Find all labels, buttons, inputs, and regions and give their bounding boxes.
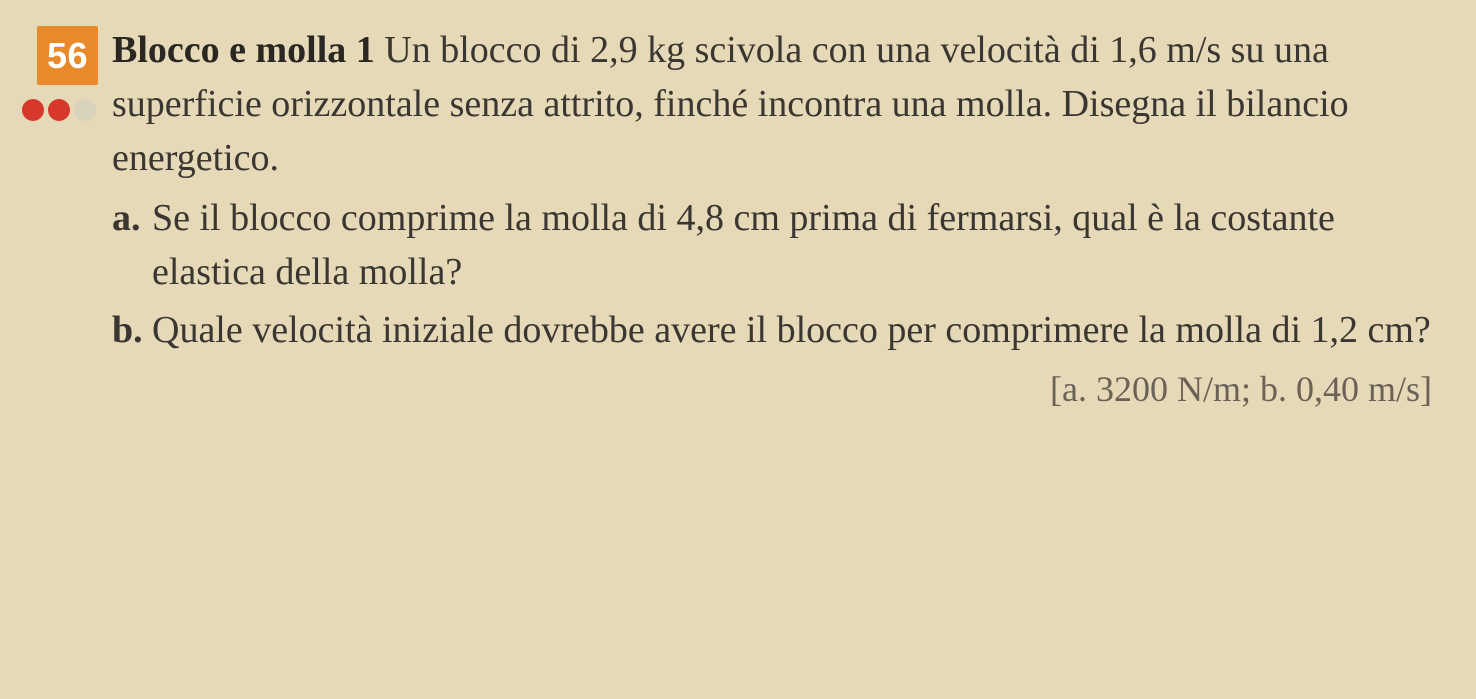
subpart-b-text: Quale velocità iniziale dovrebbe avere i…	[152, 304, 1440, 358]
problem-title: Blocco e molla 1	[112, 29, 375, 71]
subpart-b-letter: b.	[112, 304, 152, 358]
problem-subparts: a. Se il blocco comprime la molla di 4,8…	[0, 192, 1440, 415]
subpart-a-letter: a.	[112, 192, 152, 300]
difficulty-dot-2	[48, 99, 70, 121]
subpart-a-text: Se il blocco comprime la molla di 4,8 cm…	[152, 192, 1440, 300]
difficulty-dot-3	[74, 99, 96, 121]
problem-body: Blocco e molla 1 Un blocco di 2,9 kg sci…	[112, 24, 1440, 192]
problem-number-badge: 56	[37, 26, 98, 85]
problem-marker-column: 56	[0, 24, 112, 121]
subpart-a: a. Se il blocco comprime la molla di 4,8…	[112, 192, 1440, 300]
answer-key: [a. 3200 N/m; b. 0,40 m/s]	[112, 364, 1440, 415]
subpart-b: b. Quale velocità iniziale dovrebbe aver…	[112, 304, 1440, 358]
difficulty-dots	[22, 99, 96, 121]
problem-intro-paragraph: Blocco e molla 1 Un blocco di 2,9 kg sci…	[112, 24, 1440, 186]
difficulty-dot-1	[22, 99, 44, 121]
